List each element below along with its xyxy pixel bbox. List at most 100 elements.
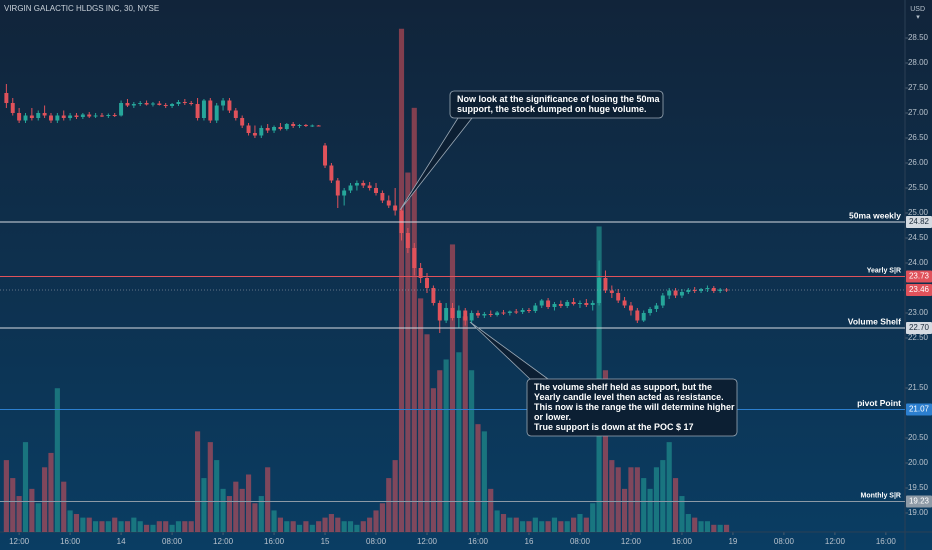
volume-bar [539,521,545,532]
volume-bar [137,521,143,532]
callout-text: True support is down at the POC $ 17 [534,422,694,432]
volume-bar [22,442,29,532]
level-price: 21.07 [909,405,930,414]
candle-body [195,104,200,118]
candle-body [641,313,646,321]
candle-body [68,115,73,118]
volume-bar [252,503,258,532]
callout-text: The volume shelf held as support, but th… [534,382,712,392]
candle-body [539,300,544,306]
volume-bar [265,467,271,532]
volume-bar [462,316,468,532]
level-name: 50ma weekly [849,210,901,220]
volume-bar [194,431,201,532]
candle-body [176,102,181,104]
level-price: 19.23 [909,497,930,506]
candle-body [482,314,487,316]
volume-bar [373,510,379,532]
candle-body [55,115,60,121]
x-tick-label: 12:00 [417,537,438,546]
callout-text: support, the stock dumped on huge volume… [457,104,647,114]
candle-body [17,113,22,121]
candle-body [488,314,493,315]
candle-body [648,309,653,313]
level-name: Volume Shelf [848,316,901,326]
x-tick-label: 16 [525,537,534,546]
volume-bar [296,524,303,532]
x-tick-label: 16:00 [468,537,489,546]
x-tick-label: 15 [321,537,330,546]
candle-body [622,300,627,306]
candle-body [565,302,570,306]
y-tick-label: 19.50 [908,483,929,492]
volume-bar [526,521,532,532]
candle-body [393,205,398,211]
candle-body [87,114,92,117]
volume-bar [704,521,711,532]
y-tick-label: 24.00 [908,258,929,267]
candle-body [272,127,277,131]
candle-body [501,312,506,314]
candle-body [520,310,525,312]
candle-body [170,104,175,106]
candle-body [558,304,563,306]
x-tick-label: 12:00 [621,537,642,546]
currency: USD [910,6,925,13]
candle-body [431,288,436,303]
volume-bar [316,521,322,532]
volume-bar [99,521,105,532]
volume-bar [10,478,16,532]
volume-bar [188,521,194,532]
callout-text: Yearly candle level then acted as resist… [534,392,724,402]
level-price-box [906,284,932,296]
volume-bar [112,517,118,532]
candle-body [74,115,79,117]
candle-body [584,303,589,305]
callout-box [526,378,738,437]
candle-body [42,113,47,116]
volume-bar [367,517,373,532]
volume-bar [163,521,169,532]
volume-bar [277,517,283,532]
candle-body [189,103,194,104]
volume-bar [583,517,589,532]
volume-bar [456,352,462,532]
volume-bar [692,517,698,532]
candle-body [342,190,347,196]
volume-bar [156,521,162,532]
y-tick-label: 20.50 [908,433,929,442]
volume-bar [3,460,9,532]
volume-bar [475,424,481,532]
y-tick-label: 26.00 [908,158,929,167]
volume-bar [379,503,385,532]
volume-bar [609,460,615,532]
candle-body [476,313,480,316]
volume-bar [558,521,564,532]
candle-body [23,115,28,121]
candle-body [252,133,257,136]
volume-bar [513,517,519,532]
volume-bar [347,521,354,532]
candle-body [348,185,353,191]
candle-body [49,115,53,121]
candle-body [552,304,557,307]
candle-body [131,104,136,106]
volume-bar [711,524,717,532]
candle-body [597,278,602,303]
candle-body [150,103,155,105]
candle-body [673,290,678,296]
candle-body [246,125,251,133]
volume-bar [507,517,513,532]
candle-body [437,303,442,321]
callout-text: This now is the range the will determine… [534,402,735,412]
volume-bar [303,521,309,532]
volume-bar [169,524,175,532]
candle-body [699,289,704,291]
y-tick-label: 27.50 [908,83,929,92]
candle-body [240,118,245,126]
volume-bar [398,28,405,533]
volume-bar [666,442,672,532]
candle-body [444,308,449,321]
level-price-box [906,270,932,283]
volume-bar [386,478,392,532]
